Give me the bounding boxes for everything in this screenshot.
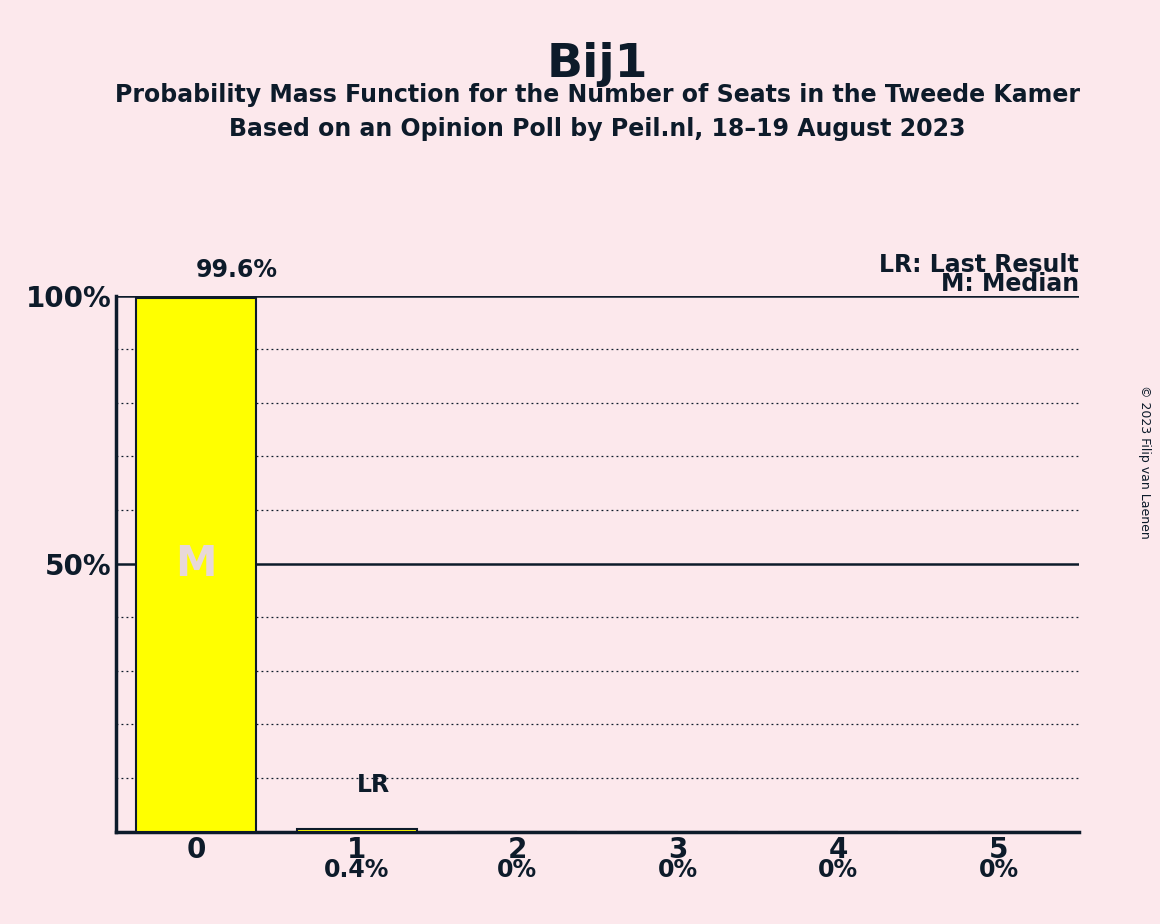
Text: Based on an Opinion Poll by Peil.nl, 18–19 August 2023: Based on an Opinion Poll by Peil.nl, 18–… <box>230 117 965 141</box>
Text: 0%: 0% <box>818 858 858 882</box>
Text: Bij1: Bij1 <box>546 42 648 87</box>
Bar <box>297 830 416 832</box>
Text: Probability Mass Function for the Number of Seats in the Tweede Kamer: Probability Mass Function for the Number… <box>115 83 1080 107</box>
Text: LR: LR <box>356 772 390 796</box>
Text: 0.4%: 0.4% <box>324 858 390 882</box>
Text: M: Median: M: Median <box>941 272 1079 296</box>
Text: 99.6%: 99.6% <box>196 259 278 283</box>
Text: LR: Last Result: LR: Last Result <box>879 253 1079 277</box>
Text: © 2023 Filip van Laenen: © 2023 Filip van Laenen <box>1138 385 1152 539</box>
Text: 0%: 0% <box>498 858 537 882</box>
Bar <box>136 298 256 832</box>
Text: 0%: 0% <box>979 858 1018 882</box>
Text: 0%: 0% <box>658 858 697 882</box>
Text: M: M <box>175 542 217 585</box>
